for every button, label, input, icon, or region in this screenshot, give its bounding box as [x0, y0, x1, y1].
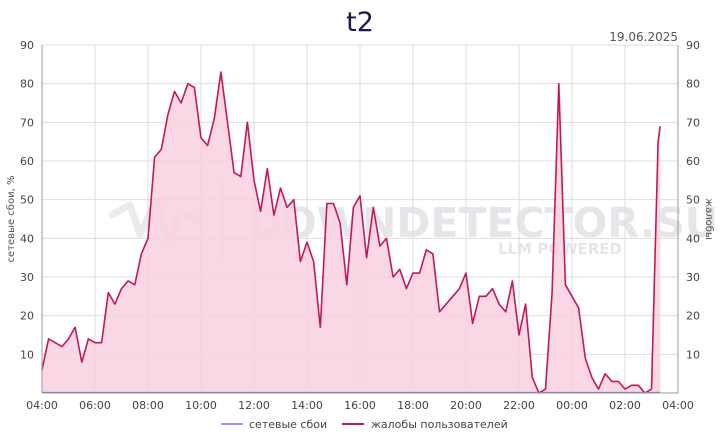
x-tick-label: 02:00: [609, 399, 641, 412]
x-tick-label: 12:00: [238, 399, 270, 412]
legend: сетевые сбои жалобы пользователей: [221, 418, 508, 431]
x-tick-label: 16:00: [344, 399, 376, 412]
y-tick-label-right: 30: [686, 271, 700, 284]
y-tick-label-left: 10: [20, 348, 34, 361]
y-tick-label-left: 90: [20, 39, 34, 52]
y-tick-label-right: 20: [686, 310, 700, 323]
x-tick-label: 14:00: [291, 399, 323, 412]
chart-title: t2: [346, 7, 374, 38]
x-tick-label: 18:00: [397, 399, 429, 412]
legend-label-outages: сетевые сбои: [249, 418, 327, 431]
x-tick-label: 00:00: [556, 399, 588, 412]
y-tick-label-left: 40: [20, 232, 34, 245]
x-axis: 04:00 06:00 08:00 10:00 12:00 14:00 16:00 18:00…: [26, 399, 694, 412]
y-tick-label-left: 60: [20, 155, 34, 168]
legend-label-complaints: жалобы пользователей: [371, 418, 508, 431]
y-tick-label-right: 70: [686, 116, 700, 129]
complaints-area: [42, 72, 661, 393]
y-tick-label-right: 50: [686, 194, 700, 207]
y-tick-label-left: 50: [20, 194, 34, 207]
x-tick-label: 06:00: [79, 399, 111, 412]
y-tick-label-right: 40: [686, 232, 700, 245]
plot-frame: [41, 45, 679, 394]
y-tick-label-left: 70: [20, 116, 34, 129]
x-tick-label: 04:00: [26, 399, 58, 412]
x-tick-label: 04:00: [662, 399, 694, 412]
y-tick-label-right: 60: [686, 155, 700, 168]
y-tick-label-right: 10: [686, 348, 700, 361]
y-tick-label-left: 80: [20, 78, 34, 91]
y-axis-right: 10 20 30 40 50 60 70 80 90: [686, 39, 700, 361]
y-axis-right-label: жалобы: [703, 198, 714, 240]
y-tick-label-left: 20: [20, 310, 34, 323]
y-axis-left-label: сетевые сбои, %: [6, 176, 17, 263]
y-tick-label-left: 30: [20, 271, 34, 284]
y-tick-label-right: 80: [686, 78, 700, 91]
chart-date: 19.06.2025: [609, 30, 678, 44]
watermark-main: DOWNDETECTOR.SU: [248, 199, 718, 247]
x-tick-label: 20:00: [450, 399, 482, 412]
y-axis-left: 10 20 30 40 50 60 70 80 90: [20, 39, 34, 361]
complaints-line: [41, 71, 661, 394]
y-tick-label-right: 90: [686, 39, 700, 52]
x-tick-label: 08:00: [132, 399, 164, 412]
x-tick-label: 22:00: [503, 399, 535, 412]
x-tick-label: 10:00: [185, 399, 217, 412]
